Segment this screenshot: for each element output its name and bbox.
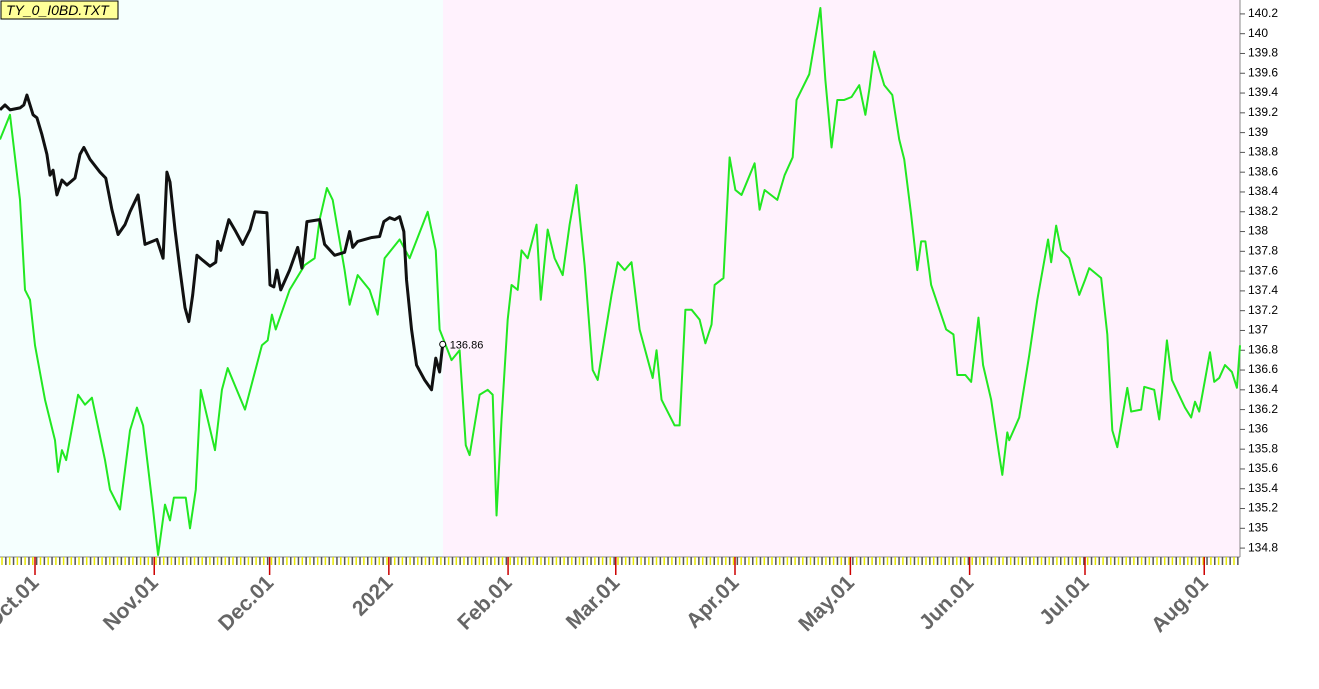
y-tick-label: 139 xyxy=(1248,125,1268,139)
y-tick-label: 140 xyxy=(1248,26,1268,40)
y-tick-label: 139.4 xyxy=(1248,85,1278,99)
y-tick-label: 137.8 xyxy=(1248,243,1278,257)
y-tick-label: 140.2 xyxy=(1248,6,1278,20)
y-tick-label: 135.6 xyxy=(1248,461,1278,475)
y-tick-label: 137.6 xyxy=(1248,263,1278,277)
y-tick-label: 139.2 xyxy=(1248,105,1278,119)
x-tick-label: Nov.01 xyxy=(99,571,163,635)
y-tick-label: 135.2 xyxy=(1248,501,1278,515)
y-tick-label: 139.8 xyxy=(1248,46,1278,60)
y-tick-label: 136.4 xyxy=(1248,382,1278,396)
y-tick-label: 136.6 xyxy=(1248,362,1278,376)
series-line xyxy=(0,6,1241,557)
x-tick-label: Feb.01 xyxy=(453,571,517,635)
past-region xyxy=(0,0,443,557)
data-label: 136.86 xyxy=(450,339,484,351)
y-tick-label: 138 xyxy=(1248,224,1268,238)
y-tick-label: 135.8 xyxy=(1248,441,1278,455)
x-tick-label: 2021 xyxy=(348,571,398,621)
chart-title: TY_0_I0BD.TXT xyxy=(6,2,110,18)
last-point xyxy=(439,340,447,348)
x-tick-label: Oct.01 xyxy=(0,571,44,633)
series-line xyxy=(0,93,445,392)
y-tick-label: 138.4 xyxy=(1248,184,1278,198)
x-tick-label: Jul.01 xyxy=(1035,571,1094,630)
y-tick-label: 136.8 xyxy=(1248,342,1278,356)
x-tick-label: Jun.01 xyxy=(915,571,979,635)
x-tick-label: May.01 xyxy=(794,571,859,636)
x-tick-label: Dec.01 xyxy=(214,571,278,635)
future-region xyxy=(443,0,1240,557)
y-tick-label: 139.6 xyxy=(1248,65,1278,79)
y-tick-label: 138.2 xyxy=(1248,204,1278,218)
y-tick-label: 138.8 xyxy=(1248,145,1278,159)
y-tick-label: 136.2 xyxy=(1248,402,1278,416)
y-tick-label: 138.6 xyxy=(1248,164,1278,178)
y-tick-label: 136 xyxy=(1248,422,1268,436)
y-tick-label: 135 xyxy=(1248,520,1268,534)
x-tick-label: Apr.01 xyxy=(682,571,744,633)
y-tick-label: 137 xyxy=(1248,323,1268,337)
y-tick-label: 137.2 xyxy=(1248,303,1278,317)
y-tick-label: 134.8 xyxy=(1248,540,1278,554)
x-tick-label: Aug.01 xyxy=(1147,571,1213,637)
y-tick-label: 137.4 xyxy=(1248,283,1278,297)
y-tick-label: 135.4 xyxy=(1248,481,1278,495)
x-tick-label: Mar.01 xyxy=(562,571,625,634)
title-box xyxy=(0,0,119,20)
